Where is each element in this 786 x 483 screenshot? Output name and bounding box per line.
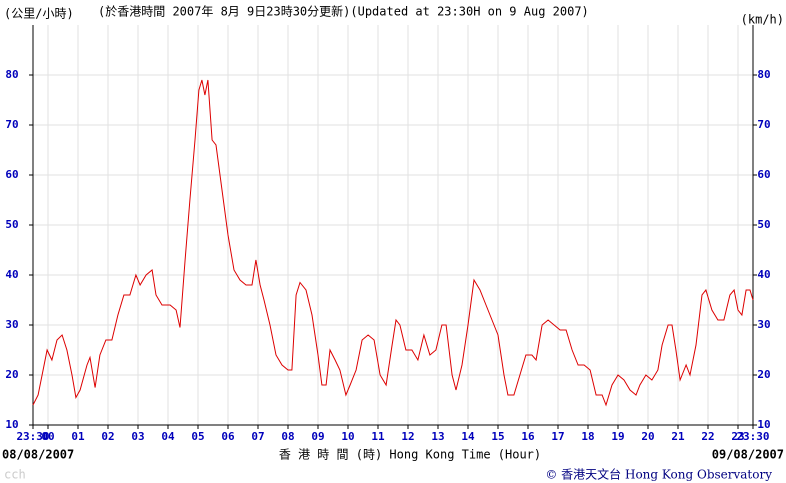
x-tick-label: 23 bbox=[731, 430, 744, 443]
x-tick-label: 19 bbox=[611, 430, 624, 443]
y-tick-label: 30 bbox=[5, 318, 18, 331]
x-tick-label: 17 bbox=[551, 430, 564, 443]
x-tick-label: 18 bbox=[581, 430, 594, 443]
y2-tick-label: 40 bbox=[757, 268, 770, 281]
x-axis-label: 香 港 時 間 (時) Hong Kong Time (Hour) bbox=[279, 448, 541, 462]
y2-tick-label: 30 bbox=[757, 318, 770, 331]
y2-tick-label: 70 bbox=[757, 118, 770, 131]
x-tick-label: 07 bbox=[251, 430, 264, 443]
chart-title: (於香港時間 2007年 8月 9日23時30分更新)(Updated at 2… bbox=[98, 4, 589, 19]
x-tick-label: 04 bbox=[161, 430, 175, 443]
y-tick-label: 60 bbox=[5, 168, 18, 181]
x-tick-label: 23:30 bbox=[16, 430, 49, 443]
x-tick-label: 16 bbox=[521, 430, 535, 443]
end-date: 09/08/2007 bbox=[712, 448, 784, 462]
y2-tick-label: 50 bbox=[757, 218, 770, 231]
x-tick-label: 09 bbox=[311, 430, 324, 443]
y2-tick-label: 60 bbox=[757, 168, 770, 181]
y2-axis-label: (km/h) bbox=[741, 13, 784, 27]
y-tick-label: 20 bbox=[5, 368, 18, 381]
x-tick-label: 00 bbox=[41, 430, 54, 443]
y2-tick-label: 20 bbox=[757, 368, 770, 381]
x-tick-label: 22 bbox=[701, 430, 714, 443]
y-tick-label: 50 bbox=[5, 218, 18, 231]
x-tick-label: 03 bbox=[131, 430, 144, 443]
y-axis-label: (公里/小時) bbox=[4, 7, 74, 21]
y-tick-label: 10 bbox=[5, 418, 18, 431]
axis-frame bbox=[32, 25, 754, 426]
y2-tick-label: 10 bbox=[757, 418, 770, 431]
watermark: cch bbox=[4, 468, 26, 482]
x-tick-label: 10 bbox=[341, 430, 354, 443]
x-tick-label: 02 bbox=[101, 430, 114, 443]
x-tick-label: 23:30 bbox=[736, 430, 769, 443]
y-tick-label: 70 bbox=[5, 118, 18, 131]
x-tick-label: 05 bbox=[191, 430, 204, 443]
start-date: 08/08/2007 bbox=[2, 448, 74, 462]
x-tick-label: 12 bbox=[401, 430, 414, 443]
x-tick-label: 08 bbox=[281, 430, 294, 443]
x-tick-label: 13 bbox=[431, 430, 444, 443]
x-tick-label: 15 bbox=[491, 430, 504, 443]
x-tick-label: 21 bbox=[671, 430, 685, 443]
credit: © 香港天文台 Hong Kong Observatory bbox=[545, 467, 772, 482]
x-tick-label: 14 bbox=[461, 430, 475, 443]
x-tick-label: 01 bbox=[71, 430, 85, 443]
y-tick-label: 40 bbox=[5, 268, 18, 281]
x-tick-label: 06 bbox=[221, 430, 235, 443]
wind-line bbox=[32, 79, 754, 407]
x-tick-label: 20 bbox=[641, 430, 654, 443]
y-tick-label: 80 bbox=[5, 68, 18, 81]
y2-tick-label: 80 bbox=[757, 68, 770, 81]
x-tick-label: 11 bbox=[371, 430, 385, 443]
